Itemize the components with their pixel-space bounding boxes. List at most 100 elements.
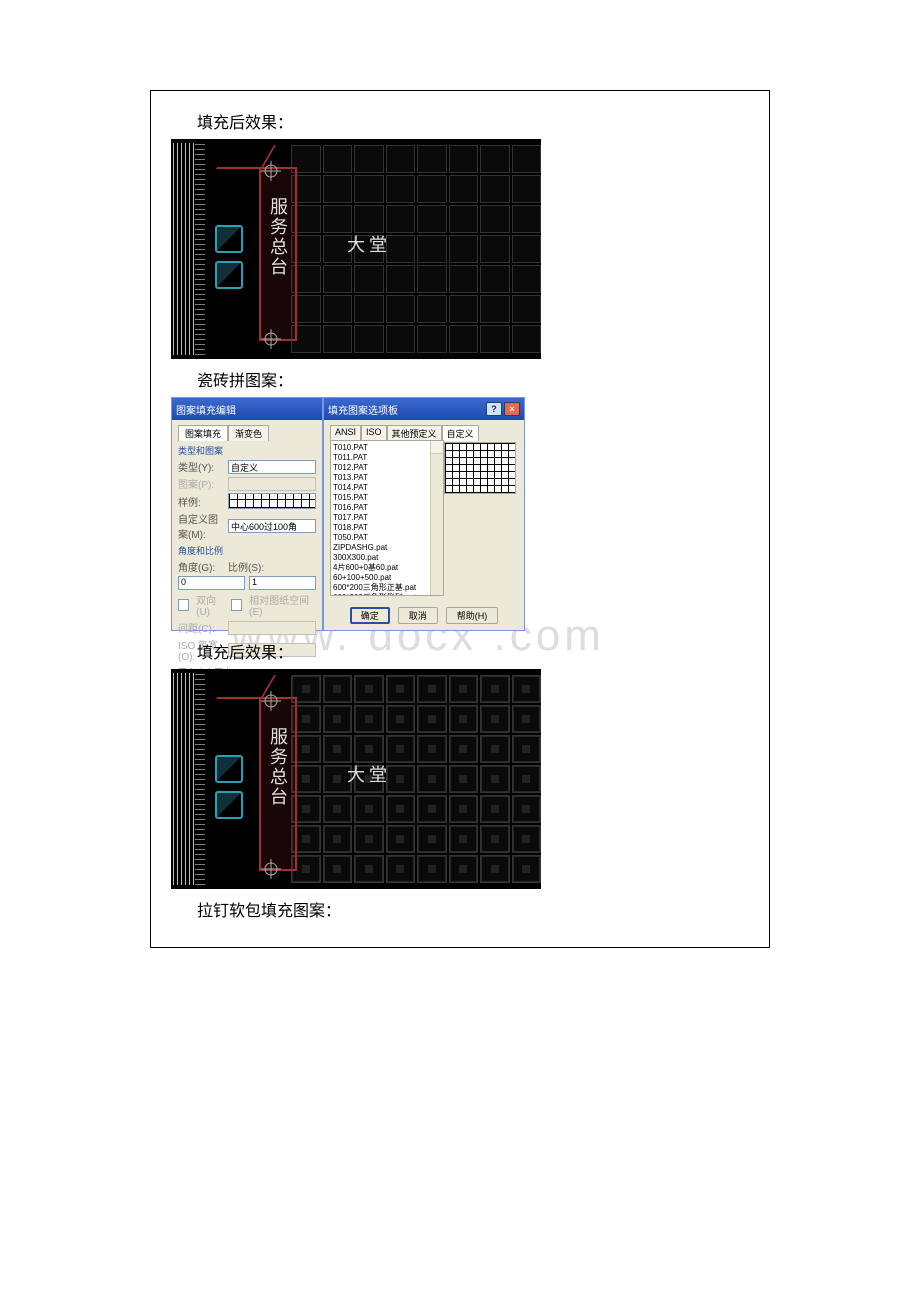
help-icon[interactable]: ? <box>486 402 502 416</box>
pattern-preview <box>444 442 516 494</box>
custom-pattern-select[interactable]: 中心600过100角 <box>228 519 316 533</box>
wall-hatch-left <box>173 143 195 355</box>
floor-tile <box>417 325 447 353</box>
cad-screenshot-1: 服务总台 大堂 <box>171 139 541 359</box>
tab-other[interactable]: 其他预定义 <box>387 425 442 441</box>
target-marker-icon <box>261 329 281 349</box>
floor-tile <box>323 265 353 293</box>
floor-tile <box>386 705 416 733</box>
hatch-palette-dialog: 填充图案选项板 ? × ANSI ISO 其他预定义 自定义 T010.PATT… <box>323 397 525 631</box>
floor-tile <box>480 675 510 703</box>
chair-icon <box>215 791 243 819</box>
dialog-tabs: 图案填充 渐变色 <box>178 424 316 440</box>
floor-tile <box>323 675 353 703</box>
double-checkbox[interactable] <box>178 599 189 611</box>
pattern-item[interactable]: T016.PAT <box>333 503 441 513</box>
titlebar[interactable]: 填充图案选项板 ? × <box>324 398 524 420</box>
floor-tile <box>354 145 384 173</box>
floor-tile <box>480 325 510 353</box>
angle-input[interactable]: 0 <box>178 576 245 590</box>
floor-tile <box>386 855 416 883</box>
floor-tile <box>417 175 447 203</box>
sample-label: 样例: <box>178 494 224 509</box>
ok-button[interactable]: 确定 <box>350 607 390 624</box>
floor-tile <box>386 265 416 293</box>
floor-tile <box>512 265 542 293</box>
floor-tile <box>386 205 416 233</box>
floor-tile <box>354 295 384 323</box>
floor-tile <box>449 235 479 263</box>
cad-screenshot-2: 服务总台 大堂 <box>171 669 541 889</box>
target-marker-icon <box>261 691 281 711</box>
target-marker-icon <box>261 859 281 879</box>
floor-tile <box>449 675 479 703</box>
caption-1: 填充后效果： <box>197 109 749 133</box>
floor-tile <box>386 175 416 203</box>
floor-tile <box>512 325 542 353</box>
titlebar[interactable]: 图案填充编辑 <box>172 398 322 420</box>
floor-tile <box>417 795 447 823</box>
lobby-label: 大堂 <box>347 231 391 257</box>
pattern-item[interactable]: ZIPDASHG.pat <box>333 543 441 553</box>
pattern-item[interactable]: T017.PAT <box>333 513 441 523</box>
service-desk-label: 服务总台 <box>267 197 289 277</box>
floor-tile <box>512 205 542 233</box>
pattern-item[interactable]: T012.PAT <box>333 463 441 473</box>
tab-gradient[interactable]: 渐变色 <box>228 425 269 441</box>
tab-custom[interactable]: 自定义 <box>442 425 479 441</box>
pattern-item[interactable]: T011.PAT <box>333 453 441 463</box>
floor-tile <box>386 675 416 703</box>
type-select[interactable]: 自定义 <box>228 460 316 474</box>
floor-tile <box>386 825 416 853</box>
floor-tile <box>354 675 384 703</box>
tab-iso[interactable]: ISO <box>361 425 387 441</box>
pattern-item[interactable]: 60+100+500.pat <box>333 573 441 583</box>
floor-tile <box>512 825 542 853</box>
floor-tile <box>480 235 510 263</box>
scale-label: 比例(S): <box>228 559 274 574</box>
custom-pattern-label: 自定义图案(M): <box>178 511 224 541</box>
floor-tile <box>417 855 447 883</box>
pattern-item[interactable]: T010.PAT <box>333 443 441 453</box>
floor-tile <box>512 795 542 823</box>
pattern-list[interactable]: T010.PATT011.PATT012.PATT013.PATT014.PAT… <box>330 440 444 596</box>
pattern-item[interactable]: T050.PAT <box>333 533 441 543</box>
floor-tile <box>512 675 542 703</box>
dialog-title: 填充图案选项板 <box>328 402 398 417</box>
pattern-item[interactable]: 300X300.pat <box>333 553 441 563</box>
pattern-item[interactable]: 600*200三角形正基.pat <box>333 583 441 593</box>
pattern-label: 图案(P): <box>178 476 224 491</box>
chair-icon <box>215 261 243 289</box>
scale-input[interactable]: 1 <box>249 576 316 590</box>
double-label: 双向(U) <box>196 592 227 618</box>
floor-tile <box>512 735 542 763</box>
caption-4: 拉钉软包填充图案： <box>197 897 749 921</box>
cancel-button[interactable]: 取消 <box>398 607 438 624</box>
floor-tile <box>449 705 479 733</box>
pattern-item[interactable]: 600*200三角形倒列.pat <box>333 593 441 596</box>
pattern-item[interactable]: T014.PAT <box>333 483 441 493</box>
pattern-item[interactable]: 4片600+0基60.pat <box>333 563 441 573</box>
floor-tile <box>386 295 416 323</box>
floor-tile <box>480 145 510 173</box>
help-button[interactable]: 帮助(H) <box>446 607 499 624</box>
floor-tile <box>512 855 542 883</box>
floor-tile <box>480 205 510 233</box>
caption-2: 瓷砖拼图案： <box>197 367 749 391</box>
close-icon[interactable]: × <box>504 402 520 416</box>
pattern-item[interactable]: T013.PAT <box>333 473 441 483</box>
tile-grid-windmill <box>291 675 541 883</box>
scrollbar[interactable] <box>430 441 443 595</box>
tab-hatch[interactable]: 图案填充 <box>178 425 228 441</box>
floor-tile <box>449 295 479 323</box>
dialog-title: 图案填充编辑 <box>176 402 236 417</box>
floor-tile <box>354 825 384 853</box>
sample-swatch[interactable] <box>228 493 316 509</box>
floor-tile <box>354 205 384 233</box>
pattern-item[interactable]: T015.PAT <box>333 493 441 503</box>
floor-tile <box>386 325 416 353</box>
tab-ansi[interactable]: ANSI <box>330 425 361 441</box>
relative-checkbox[interactable] <box>231 599 242 611</box>
floor-tile <box>386 145 416 173</box>
pattern-item[interactable]: T018.PAT <box>333 523 441 533</box>
